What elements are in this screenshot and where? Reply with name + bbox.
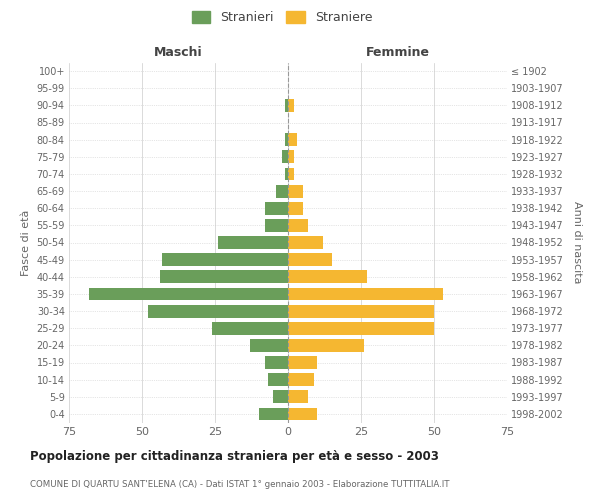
Legend: Stranieri, Straniere: Stranieri, Straniere <box>189 8 375 26</box>
Bar <box>265 219 288 232</box>
Bar <box>265 202 288 214</box>
Bar <box>277 184 288 198</box>
Bar <box>282 150 288 163</box>
Bar <box>288 304 434 318</box>
Text: Popolazione per cittadinanza straniera per età e sesso - 2003: Popolazione per cittadinanza straniera p… <box>30 450 439 463</box>
Bar <box>285 133 288 146</box>
Bar <box>288 288 443 300</box>
Bar <box>288 270 367 283</box>
Bar <box>268 373 288 386</box>
Bar <box>288 99 294 112</box>
Bar <box>285 168 288 180</box>
Bar <box>148 304 288 318</box>
Bar <box>265 356 288 369</box>
Text: COMUNE DI QUARTU SANT'ELENA (CA) - Dati ISTAT 1° gennaio 2003 - Elaborazione TUT: COMUNE DI QUARTU SANT'ELENA (CA) - Dati … <box>30 480 449 489</box>
Bar <box>218 236 288 249</box>
Bar <box>160 270 288 283</box>
Bar <box>163 253 288 266</box>
Bar <box>89 288 288 300</box>
Bar <box>288 219 308 232</box>
Bar <box>288 253 332 266</box>
Text: Maschi: Maschi <box>154 46 203 59</box>
Y-axis label: Fasce di età: Fasce di età <box>21 210 31 276</box>
Bar <box>288 390 308 403</box>
Bar <box>288 373 314 386</box>
Bar <box>259 408 288 420</box>
Bar <box>288 202 302 214</box>
Bar <box>274 390 288 403</box>
Bar <box>288 150 294 163</box>
Y-axis label: Anni di nascita: Anni di nascita <box>572 201 583 284</box>
Bar <box>288 133 297 146</box>
Bar <box>288 356 317 369</box>
Bar <box>288 168 294 180</box>
Bar <box>212 322 288 334</box>
Bar <box>288 322 434 334</box>
Text: Femmine: Femmine <box>365 46 430 59</box>
Bar <box>288 236 323 249</box>
Bar <box>250 339 288 352</box>
Bar <box>288 408 317 420</box>
Bar <box>288 184 302 198</box>
Bar <box>288 339 364 352</box>
Bar <box>285 99 288 112</box>
